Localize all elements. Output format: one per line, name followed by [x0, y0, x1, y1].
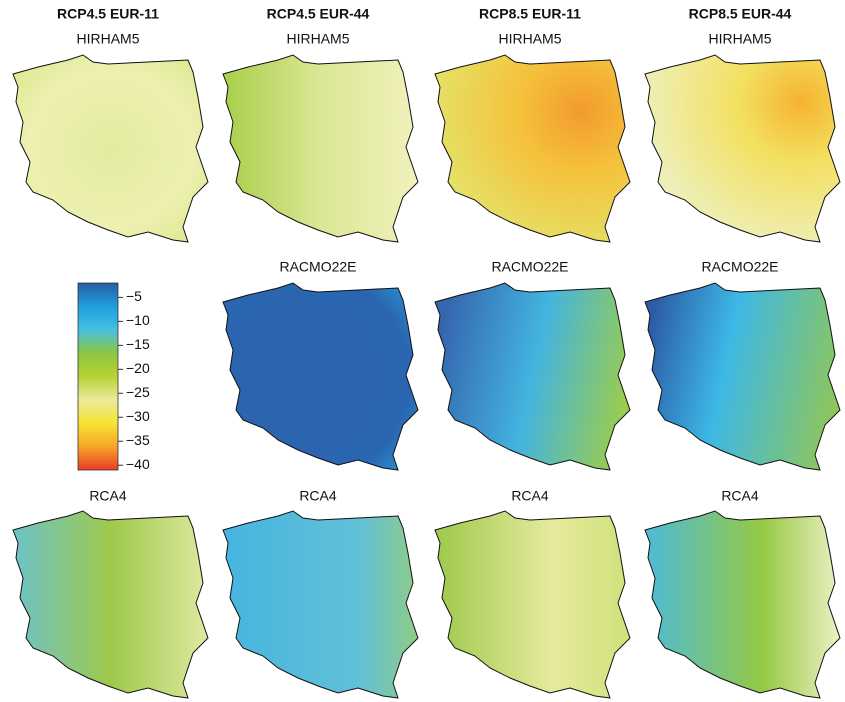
map [645, 283, 840, 470]
map [435, 511, 630, 698]
colorbar-tick-label: −15 [126, 336, 150, 352]
colorbar-tick-label: −25 [126, 384, 150, 400]
colorbar-tick-label: −40 [126, 456, 150, 472]
model-label: HIRHAM5 [498, 31, 561, 47]
model-label: RCA4 [89, 488, 127, 504]
colorbar-tick-label: −35 [126, 432, 150, 448]
model-label: RACMO22E [491, 259, 568, 275]
colorbar-tick-label: −5 [126, 288, 142, 304]
model-label: HIRHAM5 [708, 31, 771, 47]
model-label: RACMO22E [279, 259, 356, 275]
map [223, 283, 418, 470]
model-label: HIRHAM5 [286, 31, 349, 47]
figure: RCP4.5 EUR-11 RCP4.5 EUR-44 RCP8.5 EUR-11 R… [0, 0, 845, 702]
page: {"columns": ["RCP4.5 EUR-11", "RCP4.5 EU… [0, 0, 845, 702]
column-title: RCP8.5 EUR-44 [689, 6, 792, 22]
map [13, 511, 208, 698]
colorbar-tick-label: −10 [126, 312, 150, 328]
column-title: RCP4.5 EUR-44 [267, 6, 370, 22]
model-label: RCA4 [511, 488, 549, 504]
colorbar [78, 283, 118, 470]
model-label: HIRHAM5 [76, 31, 139, 47]
column-title: RCP4.5 EUR-11 [57, 6, 159, 22]
model-label: RCA4 [299, 488, 337, 504]
colorbar-tick-label: −20 [126, 360, 150, 376]
map [645, 55, 840, 242]
map [223, 55, 418, 242]
map [435, 55, 630, 242]
model-label: RCA4 [721, 488, 759, 504]
model-label: RACMO22E [701, 259, 778, 275]
map [13, 55, 208, 242]
column-title: RCP8.5 EUR-11 [479, 6, 581, 22]
colorbar-tick-label: −30 [126, 408, 150, 424]
map [645, 511, 840, 698]
panels: RCP4.5 EUR-11 RCP4.5 EUR-44 RCP8.5 EUR-11 R… [13, 6, 840, 698]
map [435, 283, 630, 470]
map [223, 511, 418, 698]
